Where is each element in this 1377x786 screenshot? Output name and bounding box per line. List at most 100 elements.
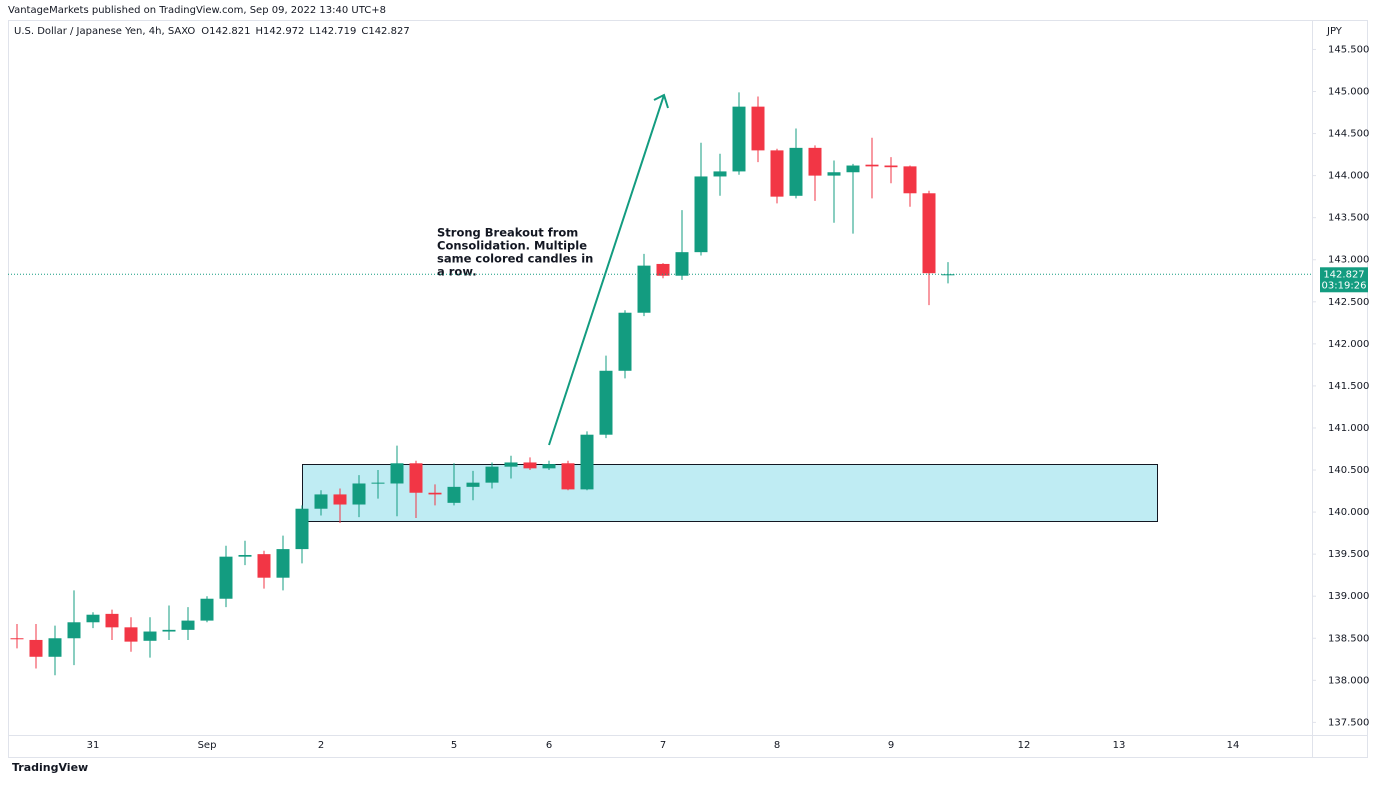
candle-body xyxy=(675,252,689,276)
candle-body xyxy=(637,265,651,313)
candle-body xyxy=(105,613,119,628)
y-tick-label: 142.000 xyxy=(1328,339,1369,350)
annotation: a row. xyxy=(437,265,477,279)
candle-body xyxy=(656,263,670,276)
y-tick-label: 140.500 xyxy=(1328,465,1369,476)
y-tick-label: 138.000 xyxy=(1328,675,1369,686)
x-tick-label: 2 xyxy=(318,740,324,751)
countdown: 03:19:26 xyxy=(1322,280,1367,291)
ohlc-prefix: C xyxy=(361,26,368,37)
candle-body xyxy=(580,434,594,490)
candle-body xyxy=(751,106,765,151)
y-tick-label: 145.000 xyxy=(1328,87,1369,98)
candle-body xyxy=(808,147,822,176)
candle-body xyxy=(219,556,233,599)
x-tick-label: 12 xyxy=(1018,740,1031,751)
candle-body xyxy=(390,463,404,484)
candle-body xyxy=(200,598,214,621)
candle-body xyxy=(29,639,43,657)
candle-body xyxy=(561,463,575,490)
ohlc-value: 142.821 xyxy=(209,26,250,37)
currency: JPY xyxy=(1326,26,1343,37)
branding: TradingView xyxy=(12,761,88,774)
x-tick-label: 31 xyxy=(87,740,100,751)
candle-body xyxy=(447,486,461,503)
candle-body xyxy=(86,614,100,623)
x-tick-label: 7 xyxy=(660,740,666,751)
candle-body xyxy=(143,631,157,641)
candle-body xyxy=(67,622,81,639)
ohlc-prefix: L xyxy=(309,26,315,37)
y-tick-label: 141.500 xyxy=(1328,381,1369,392)
breakout-arrow xyxy=(548,93,669,446)
candle-body xyxy=(903,166,917,194)
x-tick-label: 8 xyxy=(774,740,780,751)
candle-body xyxy=(409,463,423,493)
candle-body xyxy=(238,554,252,557)
candle-body xyxy=(504,462,518,467)
chart-title: U.S. Dollar / Japanese Yen, 4h, SAXO xyxy=(14,26,195,37)
ohlc-value: 142.719 xyxy=(315,26,356,37)
candle-body xyxy=(694,176,708,253)
y-tick-label: 137.500 xyxy=(1328,717,1369,728)
price-tag xyxy=(1320,267,1368,293)
candle-body xyxy=(884,165,898,168)
consolidation-zone xyxy=(302,464,1158,522)
ohlc-value: 142.972 xyxy=(263,26,304,37)
candle-body xyxy=(732,106,746,172)
x-tick-label: 6 xyxy=(546,740,552,751)
candle-body xyxy=(124,627,138,642)
candle-body xyxy=(257,554,271,578)
x-tick-label: Sep xyxy=(198,740,217,751)
candle-body xyxy=(295,508,309,550)
candle-body xyxy=(599,370,613,435)
y-tick-label: 139.000 xyxy=(1328,591,1369,602)
candle-body xyxy=(713,171,727,177)
y-tick-label: 142.500 xyxy=(1328,297,1369,308)
ohlc-prefix: H xyxy=(256,26,264,37)
candle-body xyxy=(314,494,328,509)
candle-body xyxy=(789,147,803,196)
annotation: Strong Breakout from xyxy=(437,226,578,240)
publisher: VantageMarkets published on TradingView.… xyxy=(8,5,386,16)
candle-body xyxy=(162,629,176,632)
y-tick-label: 140.000 xyxy=(1328,507,1369,518)
frame xyxy=(8,20,1368,758)
candle-body xyxy=(485,466,499,483)
candle-body xyxy=(428,492,442,495)
candle-body xyxy=(333,494,347,505)
candle-body xyxy=(865,164,879,167)
y-tick-label: 144.000 xyxy=(1328,171,1369,182)
candle-body xyxy=(352,483,366,505)
candle-body xyxy=(371,482,385,484)
candle-body xyxy=(770,150,784,197)
y-tick-label: 143.000 xyxy=(1328,255,1369,266)
candle-body xyxy=(846,165,860,173)
x-tick-label: 5 xyxy=(451,740,457,751)
candle-body xyxy=(827,172,841,176)
candle-body xyxy=(10,638,24,640)
candle-body xyxy=(542,464,556,469)
x-tick-label: 9 xyxy=(888,740,894,751)
candle-body xyxy=(523,462,537,469)
y-tick-label: 141.000 xyxy=(1328,423,1369,434)
candle-body xyxy=(922,193,936,274)
annotation: Consolidation. Multiple xyxy=(437,239,587,253)
y-tick-label: 144.500 xyxy=(1328,129,1369,140)
y-tick-label: 143.500 xyxy=(1328,213,1369,224)
candle-body xyxy=(466,482,480,487)
candle-body xyxy=(276,549,290,578)
ohlc-value: 142.827 xyxy=(368,26,409,37)
price-tag-value: 142.827 xyxy=(1323,269,1364,280)
annotation: same colored candles in xyxy=(437,252,593,266)
candle-body xyxy=(48,638,62,657)
y-tick-label: 139.500 xyxy=(1328,549,1369,560)
y-tick-label: 138.500 xyxy=(1328,633,1369,644)
x-tick-label: 14 xyxy=(1227,740,1240,751)
y-tick-label: 145.500 xyxy=(1328,44,1369,55)
ohlc-prefix: O xyxy=(201,26,209,37)
candle-body xyxy=(618,312,632,371)
x-tick-label: 13 xyxy=(1113,740,1126,751)
candle-body xyxy=(181,620,195,630)
